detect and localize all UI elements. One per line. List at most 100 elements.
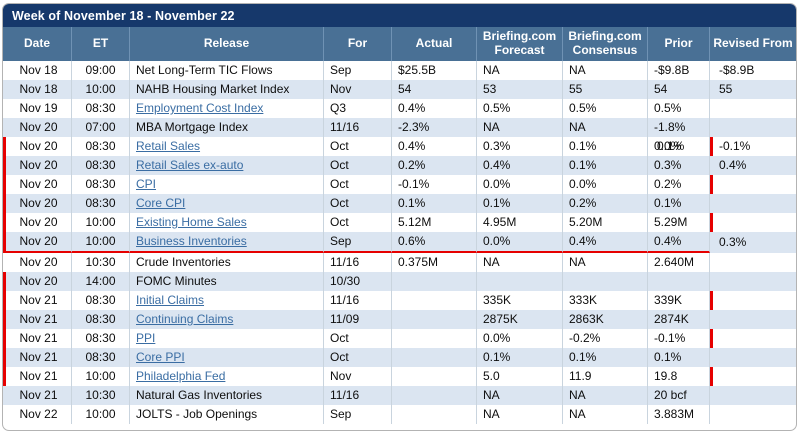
cell-for: 11/16 — [324, 291, 392, 310]
column-header-date: Date — [3, 27, 72, 61]
cell-prior: 2.640M — [648, 253, 710, 272]
cell-forecast: 0.3% — [477, 137, 563, 156]
cell-release: Retail Sales ex-auto — [130, 156, 324, 175]
table-row: Nov 20 14:00 FOMC Minutes 10/30 — [3, 272, 796, 291]
release-link[interactable]: Retail Sales ex-auto — [136, 158, 244, 172]
cell-for: Oct — [324, 175, 392, 194]
release-text: Net Long-Term TIC Flows — [136, 63, 273, 77]
cell-actual: 0.4% — [392, 137, 477, 156]
column-header-et: ET — [72, 27, 130, 61]
cell-forecast: 4.95M — [477, 213, 563, 232]
cell-consensus: NA — [563, 61, 648, 80]
cell-date: Nov 20 — [3, 156, 72, 175]
cell-prior: 20 bcf — [648, 386, 710, 405]
column-header-briefing-com-consensus: Briefing.com Consensus — [563, 27, 648, 61]
table-row: Nov 20 07:00 MBA Mortgage Index 11/16 -2.3% N… — [3, 118, 796, 137]
cell-et: 10:30 — [72, 386, 130, 405]
cell-prior: 0.5% — [648, 99, 710, 118]
table-row: Nov 19 08:30 Employment Cost Index Q3 0.4% 0.… — [3, 99, 796, 118]
release-text: MBA Mortgage Index — [136, 120, 249, 134]
cell-release: JOLTS - Job Openings — [130, 405, 324, 424]
calendar-week-title: Week of November 18 - November 22 — [3, 4, 796, 27]
table-row: Nov 20 08:30 CPI Oct -0.1% 0.0% 0.0% 0.2% — [3, 175, 796, 194]
cell-for: Oct — [324, 194, 392, 213]
cell-actual — [392, 272, 477, 291]
release-link[interactable]: Existing Home Sales — [136, 215, 247, 229]
cell-et: 10:00 — [72, 232, 130, 253]
cell-prior: 19.8 — [648, 367, 710, 386]
release-link[interactable]: Initial Claims — [136, 293, 205, 307]
cell-revised-from-marked — [710, 329, 796, 348]
table-row: Nov 18 10:00 NAHB Housing Market Index Nov 5… — [3, 80, 796, 99]
cell-actual — [392, 386, 477, 405]
cell-release: CPI — [130, 175, 324, 194]
cell-for: Sep — [324, 405, 392, 424]
cell-prior: -1.8% — [648, 118, 710, 137]
cell-revised-from: 0.4% — [719, 158, 747, 172]
table-row: Nov 20 08:30 Retail Sales Oct 0.4% 0.3% 0.1% 0.… — [3, 137, 796, 156]
cell-forecast: 5.0 — [477, 367, 563, 386]
cell-forecast: 0.5% — [477, 99, 563, 118]
cell-for: Sep — [324, 61, 392, 80]
release-text: Natural Gas Inventories — [136, 388, 263, 402]
cell-actual: 0.4% — [392, 99, 477, 118]
cell-forecast: 2875K — [477, 310, 563, 329]
cell-for: 11/16 — [324, 253, 392, 272]
cell-release: NAHB Housing Market Index — [130, 80, 324, 99]
table-row: Nov 20 10:00 Business Inventories Sep 0.6% 0.… — [3, 232, 796, 253]
cell-revised-from-marked — [710, 367, 796, 386]
cell-actual: -2.3% — [392, 118, 477, 137]
cell-actual: 54 — [392, 80, 477, 99]
column-header-revised-from: Revised From — [710, 27, 796, 61]
cell-consensus: 0.1% — [563, 137, 648, 156]
cell-date: Nov 21 — [3, 291, 72, 310]
cell-et: 10:00 — [72, 367, 130, 386]
cell-actual — [392, 291, 477, 310]
release-link[interactable]: PPI — [136, 331, 156, 345]
cell-actual — [392, 367, 477, 386]
cell-date: Nov 20 — [3, 137, 72, 156]
table-row: Nov 20 08:30 Retail Sales ex-auto Oct 0.2% 0.… — [3, 156, 796, 175]
cell-consensus: 5.20M — [563, 213, 648, 232]
cell-actual: 0.6% — [392, 232, 477, 253]
cell-et: 08:30 — [72, 329, 130, 348]
cell-consensus: NA — [563, 405, 648, 424]
release-text: Crude Inventories — [136, 255, 231, 269]
cell-prior: 339K — [648, 291, 710, 310]
cell-consensus: 0.4% — [563, 232, 648, 253]
release-link[interactable]: Core PPI — [136, 350, 185, 364]
cell-prior: -0.1% — [648, 329, 710, 348]
table-row: Nov 21 10:00 Philadelphia Fed Nov 5.0 11.9 19.… — [3, 367, 796, 386]
column-header-prior: Prior — [648, 27, 710, 61]
cell-revised-from — [710, 253, 796, 272]
release-link[interactable]: CPI — [136, 177, 157, 191]
column-header-briefing-com-forecast: Briefing.com Forecast — [477, 27, 563, 61]
table-row: Nov 20 10:00 Existing Home Sales Oct 5.12M 4.… — [3, 213, 796, 232]
cell-revised-from — [710, 386, 796, 405]
cell-date: Nov 19 — [3, 99, 72, 118]
cell-consensus — [563, 272, 648, 291]
calendar-body: Nov 18 09:00 Net Long-Term TIC Flows Sep $25… — [3, 61, 796, 424]
table-row: Nov 21 08:30 Continuing Claims 11/09 2875K 28… — [3, 310, 796, 329]
release-link[interactable]: Business Inventories — [136, 234, 247, 248]
cell-revised-from — [710, 272, 796, 291]
cell-prior: 2874K — [648, 310, 710, 329]
cell-consensus: 333K — [563, 291, 648, 310]
cell-date: Nov 21 — [3, 310, 72, 329]
release-link[interactable]: Philadelphia Fed — [136, 369, 226, 383]
cell-actual: -0.1% — [392, 175, 477, 194]
cell-forecast: 0.1% — [477, 194, 563, 213]
cell-prior: 54 — [648, 80, 710, 99]
cell-date: Nov 20 — [3, 232, 72, 253]
cell-release: Existing Home Sales — [130, 213, 324, 232]
release-link[interactable]: Continuing Claims — [136, 312, 234, 326]
cell-consensus: 0.1% — [563, 348, 648, 367]
release-link[interactable]: Employment Cost Index — [136, 101, 264, 115]
cell-revised-from — [710, 194, 796, 213]
release-link[interactable]: Retail Sales — [136, 139, 201, 153]
cell-actual: 0.1% — [392, 194, 477, 213]
release-link[interactable]: Core CPI — [136, 196, 186, 210]
cell-revised-from — [710, 405, 796, 424]
cell-actual — [392, 405, 477, 424]
cell-consensus: 0.1% — [563, 156, 648, 175]
